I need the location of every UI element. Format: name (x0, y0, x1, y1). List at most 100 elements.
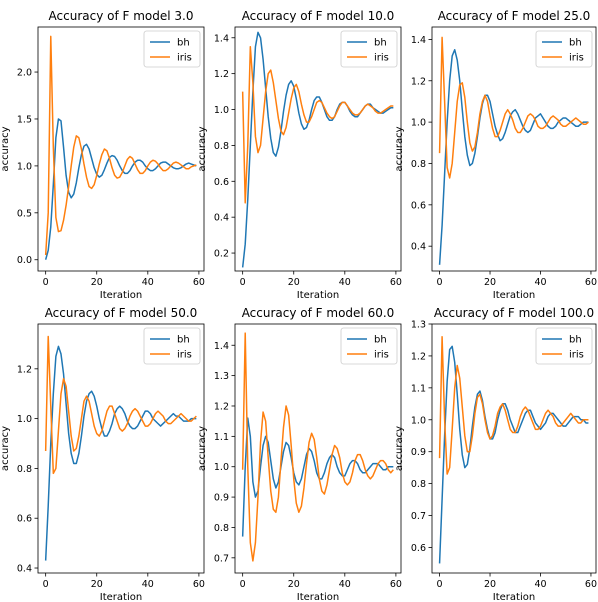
x-tick-label: 60 (390, 277, 402, 288)
y-tick-label: 0.6 (17, 514, 32, 525)
legend-label-bh: bh (177, 335, 190, 346)
y-tick-label: 0.7 (411, 511, 426, 522)
x-tick-label: 20 (484, 579, 496, 590)
x-tick-label: 60 (585, 277, 597, 288)
y-tick-label: 1.5 (17, 114, 32, 125)
x-tick-label: 0 (437, 579, 443, 590)
series-line-bh (241, 31, 394, 268)
chart-panel: 0 20 40 60 0.7 0.8 0.9 1.0 1.1 1.2 1.3 1.4 Accuracy … (197, 306, 402, 602)
y-tick-label: 0.6 (214, 177, 229, 188)
y-tick-label: 0.5 (17, 208, 32, 219)
legend: bh iris (340, 327, 398, 365)
series-line-iris (438, 336, 589, 475)
series-line-bh (44, 345, 197, 561)
axes-frame (37, 323, 205, 574)
y-tick-label: 0.9 (411, 447, 426, 458)
y-tick-label: 0.7 (214, 553, 229, 564)
y-tick-label: 0.4 (214, 213, 229, 224)
legend-box (535, 327, 593, 365)
y-tick-label: 1.4 (214, 33, 229, 44)
y-tick-label: 0.0 (17, 255, 32, 266)
chart-panel: 0 20 40 60 0.4 0.6 0.8 1.0 1.2 Accuracy of F mode… (0, 306, 205, 602)
series-line-iris (44, 35, 197, 256)
legend-label-bh: bh (374, 38, 387, 49)
x-axis-label: Iteration (297, 290, 339, 301)
x-tick-label: 20 (91, 579, 103, 590)
legend: bh iris (535, 30, 593, 68)
y-tick-label: 0.8 (411, 479, 426, 490)
x-tick-label: 20 (484, 277, 496, 288)
y-tick-label: 0.9 (214, 493, 229, 504)
y-tick-label: 1.2 (411, 351, 426, 362)
y-tick-label: 0.8 (214, 141, 229, 152)
chart-panel: 0 20 40 60 0.0 0.5 1.0 1.5 2.0 Accuracy of F mode… (0, 9, 205, 301)
x-tick-label: 0 (240, 579, 246, 590)
y-tick-label: 0.6 (411, 200, 426, 211)
chart-title: Accuracy of F model 60.0 (242, 306, 395, 320)
x-tick-label: 40 (339, 277, 351, 288)
legend-box (143, 327, 201, 365)
y-tick-label: 2.0 (17, 68, 32, 79)
chart-title: Accuracy of F model 50.0 (45, 306, 198, 320)
x-tick-label: 0 (43, 579, 49, 590)
x-tick-label: 20 (288, 579, 300, 590)
legend-label-iris: iris (569, 350, 584, 361)
y-axis-label: accuracy (394, 126, 405, 171)
legend-label-bh: bh (374, 335, 387, 346)
x-tick-label: 60 (390, 579, 402, 590)
y-axis-label: accuracy (0, 426, 11, 471)
chart-title: Accuracy of F model 100.0 (434, 306, 594, 320)
x-axis-label: Iteration (493, 290, 535, 301)
series-line-iris (44, 335, 197, 475)
y-axis-label: accuracy (0, 126, 11, 171)
y-tick-label: 1.4 (411, 35, 426, 46)
y-tick-label: 0.8 (214, 523, 229, 534)
x-tick-label: 60 (193, 579, 205, 590)
y-tick-label: 0.6 (411, 543, 426, 554)
x-tick-label: 40 (142, 579, 154, 590)
x-tick-label: 20 (91, 277, 103, 288)
legend-box (143, 30, 201, 68)
y-tick-label: 1.4 (214, 341, 229, 352)
y-tick-label: 0.4 (411, 242, 426, 253)
legend-label-iris: iris (374, 350, 389, 361)
series-line-bh (438, 345, 589, 564)
legend-box (340, 327, 398, 365)
y-tick-label: 1.2 (17, 364, 32, 375)
legend-label-bh: bh (569, 38, 582, 49)
axes-frame (37, 26, 205, 272)
chart-title: Accuracy of F model 10.0 (242, 9, 395, 23)
x-tick-label: 0 (43, 277, 49, 288)
axes-frame (431, 323, 597, 574)
x-tick-label: 0 (437, 277, 443, 288)
chart-panel: 0 20 40 60 0.2 0.4 0.6 0.8 1.0 1.2 1.4 Accuracy of … (197, 9, 402, 301)
y-tick-label: 1.0 (411, 415, 426, 426)
legend-label-bh: bh (569, 335, 582, 346)
y-tick-label: 0.8 (17, 464, 32, 475)
x-tick-label: 40 (534, 277, 546, 288)
legend-label-iris: iris (177, 350, 192, 361)
y-axis-label: accuracy (197, 426, 208, 471)
x-axis-label: Iteration (100, 592, 142, 602)
x-tick-label: 60 (585, 579, 597, 590)
axes-frame (234, 26, 402, 272)
legend: bh iris (143, 30, 201, 68)
x-tick-label: 60 (193, 277, 205, 288)
legend-label-iris: iris (374, 53, 389, 64)
y-tick-label: 1.2 (214, 69, 229, 80)
chart-panel: 0 20 40 60 0.4 0.6 0.8 1.0 1.2 1.4 Accuracy of F m… (394, 9, 597, 301)
chart-panel: 0 20 40 60 0.6 0.7 0.8 0.9 1.0 1.1 1.2 1.3 Accuracy … (394, 306, 597, 602)
x-tick-label: 40 (534, 579, 546, 590)
x-tick-label: 20 (288, 277, 300, 288)
legend: bh iris (340, 30, 398, 68)
legend-label-iris: iris (569, 53, 584, 64)
series-line-iris (438, 36, 589, 179)
y-tick-label: 1.0 (17, 414, 32, 425)
y-tick-label: 0.4 (17, 564, 32, 575)
series-line-iris (241, 332, 394, 562)
y-tick-label: 1.0 (411, 118, 426, 129)
y-tick-label: 1.3 (411, 320, 426, 331)
y-tick-label: 1.0 (17, 161, 32, 172)
legend-label-bh: bh (177, 38, 190, 49)
